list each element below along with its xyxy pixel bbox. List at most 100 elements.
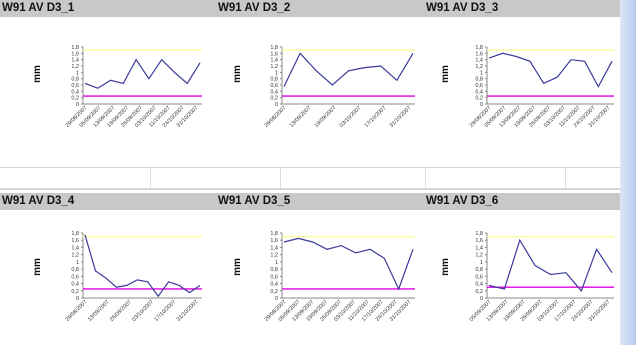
y-tick-label: 1,8 — [475, 45, 483, 51]
y-tick-label: 0,8 — [475, 267, 483, 273]
y-tick-label: 0,8 — [270, 267, 278, 273]
y-tick-label: 1,6 — [71, 51, 79, 57]
y-tick-label: 1,8 — [270, 45, 278, 51]
y-tick-label: 1,8 — [71, 45, 79, 51]
y-tick-label: 1,4 — [475, 58, 483, 64]
chart-title: W91 AV D3_6 — [426, 195, 499, 207]
y-tick-label: 1 — [275, 260, 278, 266]
y-tick-label: 0,4 — [270, 282, 278, 288]
window-edge — [620, 0, 636, 345]
grid-cell[interactable] — [425, 168, 566, 188]
chart-plot: mm00,20,40,60,811,21,41,61,805/09/200713… — [440, 231, 614, 323]
y-tick-label: 1,4 — [270, 245, 278, 251]
series-line — [488, 52, 613, 88]
series-line — [84, 234, 201, 298]
chart-panel[interactable]: W91 AV D3_4 mm 0 0,2 0,4 0,6 0,8 1 1,2 1,4 1,6 1,8… — [0, 193, 205, 345]
chart-panel[interactable]: W91 AV D3_1 mm 0 0,2 0,4 0,6 0,8 1 1,2 1,4 1,6 1,8… — [0, 0, 205, 165]
y-tick-label: 1,2 — [475, 253, 483, 259]
y-tick-label: 0,2 — [270, 289, 278, 295]
y-tick-label: 0 — [480, 102, 483, 108]
y-tick-label: 1 — [480, 260, 483, 266]
chart-title: W91 AV D3_3 — [426, 2, 499, 14]
y-tick-label: 0 — [76, 296, 79, 302]
x-tick-label: 13/09/2007 — [289, 105, 313, 129]
series-line — [283, 52, 414, 87]
series-line — [488, 238, 613, 292]
chart-plot: mm00,20,40,60,811,21,41,61,829/08/200705… — [440, 45, 614, 129]
y-tick-label: 1,6 — [270, 238, 278, 244]
chart-panel[interactable]: W91 AV D3_3 mm 0 0,2 0,4 0,6 0,8 1 1,2 1,4 1,6 1,8… — [420, 0, 620, 165]
y-tick-label: 1,8 — [270, 231, 278, 237]
chart-title: W91 AV D3_4 — [2, 195, 75, 207]
chart-plot: mm 00,20,4 0,60,811,2 1,41,61,8 29/08/200713… — [32, 231, 202, 323]
x-tick-label: 26/09/2007 — [109, 299, 133, 323]
x-tick-label: 31/10/2007 — [176, 299, 200, 323]
y-tick-label: 1,2 — [71, 64, 79, 70]
y-tick-label: 1,8 — [71, 231, 79, 237]
grid-cell[interactable] — [280, 168, 426, 188]
y-tick-label: 0,4 — [270, 89, 278, 95]
chart-header-bar — [0, 193, 620, 210]
y-tick-label: 0,6 — [270, 83, 278, 89]
chart-title: W91 AV D3_5 — [218, 195, 291, 207]
y-tick-label: 0,4 — [71, 282, 79, 288]
y-tick-label: 1,2 — [71, 253, 79, 259]
y-tick-label: 1,4 — [270, 58, 278, 64]
y-axis-label: mm — [232, 65, 243, 83]
y-tick-label: 0,2 — [71, 289, 79, 295]
y-tick-label: 0,2 — [475, 289, 483, 295]
y-tick-label: 1,6 — [270, 51, 278, 57]
y-tick-label: 1 — [480, 70, 483, 76]
chart-panel[interactable]: W91 AV D3_2 mm 0 0,2 0,4 0,6 0,8 1 1,2 1,4 1,6 1,8… — [210, 0, 420, 165]
grid-cell[interactable] — [150, 168, 281, 188]
y-axis-label: mm — [440, 65, 451, 83]
y-tick-label: 0,8 — [270, 77, 278, 83]
y-tick-label: 1,2 — [475, 64, 483, 70]
chart-title: W91 AV D3_2 — [218, 2, 291, 14]
y-tick-label: 1 — [76, 70, 79, 76]
grid-cell[interactable] — [0, 168, 151, 188]
x-tick-label: 29/08/2007 — [264, 105, 288, 129]
y-axis-label: mm — [32, 65, 43, 83]
y-tick-label: 0,8 — [475, 77, 483, 83]
y-tick-label: 0,2 — [71, 96, 79, 102]
x-tick-label: 17/10/2007 — [364, 105, 388, 129]
y-tick-label: 0,6 — [71, 274, 79, 280]
y-tick-label: 1 — [76, 260, 79, 266]
series-line — [283, 237, 414, 291]
x-tick-label: 13/09/2007 — [87, 299, 111, 323]
y-tick-label: 0 — [275, 296, 278, 302]
y-tick-label: 1,4 — [71, 58, 79, 64]
chart-panel[interactable]: W91 AV D3_5 mm 0 0,2 0,4 0,6 0,8 1 1,2 1,4 1,6 1,8… — [210, 193, 420, 345]
y-tick-label: 1,2 — [270, 253, 278, 259]
y-tick-label: 1,2 — [270, 64, 278, 70]
y-tick-label: 0,4 — [475, 89, 483, 95]
y-tick-label: 0,6 — [475, 83, 483, 89]
y-tick-label: 1 — [275, 70, 278, 76]
chart-plot: mm00,20,40,60,811,21,41,61,829/08/200705… — [32, 45, 202, 129]
y-tick-label: 1,4 — [71, 245, 79, 251]
sheet-grid-row — [0, 188, 636, 190]
y-tick-label: 1,8 — [475, 231, 483, 237]
y-tick-label: 0,2 — [270, 96, 278, 102]
y-axis-label: mm — [32, 258, 43, 276]
chart-panel[interactable]: W91 AV D3_6 mm 0 0,2 0,4 0,6 0,8 1 1,2 1,4 1,6 1,8… — [420, 193, 620, 345]
y-tick-label: 0,6 — [475, 274, 483, 280]
y-tick-label: 0 — [76, 102, 79, 108]
sheet-grid-row — [0, 167, 636, 189]
y-tick-label: 0,6 — [270, 274, 278, 280]
y-tick-label: 1,6 — [71, 238, 79, 244]
y-tick-label: 0 — [480, 296, 483, 302]
y-tick-label: 0,2 — [475, 96, 483, 102]
y-tick-label: 0,8 — [71, 267, 79, 273]
y-tick-label: 0,4 — [71, 89, 79, 95]
chart-header-bar — [0, 0, 620, 17]
x-tick-label: 17/10/2007 — [154, 299, 178, 323]
chart-title: W91 AV D3_1 — [2, 2, 75, 14]
x-tick-label: 29/08/2007 — [65, 299, 89, 323]
x-tick-label: 03/10/2007 — [339, 105, 363, 129]
y-tick-label: 0,6 — [71, 83, 79, 89]
x-tick-label: 03/10/2007 — [131, 299, 155, 323]
